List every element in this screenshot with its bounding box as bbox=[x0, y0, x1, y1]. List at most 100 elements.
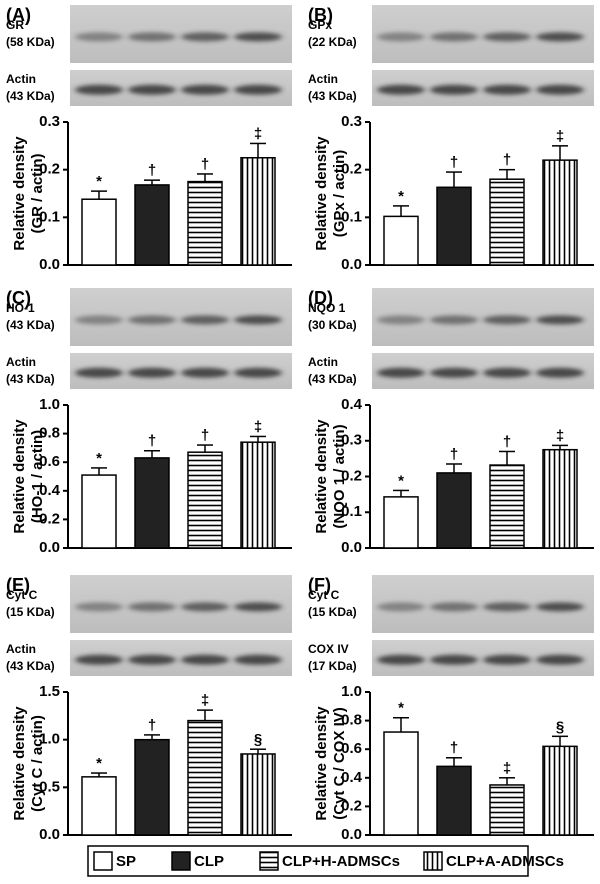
blot-size: (17 KDa) bbox=[308, 659, 357, 673]
blot-band bbox=[483, 602, 531, 612]
blot-band bbox=[536, 84, 584, 95]
blot-band bbox=[377, 654, 425, 665]
significance-mark: † bbox=[503, 433, 511, 450]
significance-mark: * bbox=[96, 173, 102, 190]
legend-swatch bbox=[93, 851, 113, 871]
legend-swatch bbox=[171, 851, 191, 871]
significance-mark: † bbox=[148, 433, 156, 450]
blot-band bbox=[377, 602, 425, 612]
blot-band bbox=[75, 367, 123, 378]
blot-band bbox=[536, 654, 584, 665]
panel-label: (A) bbox=[6, 5, 31, 25]
panel-label: (F) bbox=[308, 575, 331, 595]
y-tick-label: 0.1 bbox=[341, 503, 362, 520]
blot-name: Actin bbox=[6, 642, 36, 656]
bar bbox=[489, 178, 525, 266]
bar bbox=[240, 157, 276, 266]
blot-name: COX IV bbox=[308, 642, 349, 656]
significance-mark: ‡ bbox=[201, 692, 209, 709]
bar bbox=[436, 765, 472, 836]
legend-label: CLP+A-ADMSCs bbox=[446, 853, 564, 870]
significance-mark: † bbox=[450, 740, 458, 757]
y-tick-label: 1.0 bbox=[39, 731, 60, 748]
significance-mark: * bbox=[398, 188, 404, 205]
legend-label: CLP bbox=[194, 853, 224, 870]
blot-band bbox=[128, 602, 176, 612]
legend-swatch bbox=[423, 851, 443, 871]
blot-band bbox=[430, 602, 478, 612]
blot-band bbox=[128, 315, 176, 325]
significance-mark: * bbox=[96, 755, 102, 772]
bar bbox=[187, 180, 223, 266]
y-axis-label: (Cyt C / COX IV) bbox=[331, 707, 348, 820]
panel: (D)NQO 1 (30 KDa) Actin (43 KDa) 0.0 0.1 0.2 0.… bbox=[308, 288, 594, 556]
significance-mark: * bbox=[96, 450, 102, 467]
blot-band bbox=[536, 32, 584, 42]
bar bbox=[240, 441, 276, 549]
y-tick-label: 0.0 bbox=[341, 826, 362, 843]
y-axis-label: Relative density bbox=[11, 706, 28, 821]
bar bbox=[383, 496, 419, 549]
blot-band bbox=[430, 315, 478, 325]
bar bbox=[134, 184, 170, 266]
significance-mark: ‡ bbox=[503, 760, 511, 777]
significance-mark: * bbox=[398, 700, 404, 717]
blot-band bbox=[234, 367, 282, 378]
y-tick-label: 0.1 bbox=[39, 208, 60, 225]
bar bbox=[81, 474, 117, 549]
blot-band bbox=[536, 315, 584, 325]
y-tick-label: 0.1 bbox=[341, 208, 362, 225]
y-tick-label: 0.3 bbox=[39, 113, 60, 130]
y-tick-label: 0.4 bbox=[341, 396, 363, 413]
bar bbox=[542, 448, 578, 549]
blot-band bbox=[536, 367, 584, 378]
blot-name: Cyt C bbox=[6, 588, 38, 602]
blot-band bbox=[128, 654, 176, 665]
y-tick-label: 0.6 bbox=[341, 740, 362, 757]
blot-band bbox=[536, 602, 584, 612]
y-tick-label: 1.5 bbox=[39, 683, 60, 700]
significance-mark: § bbox=[556, 718, 564, 735]
blot-band bbox=[483, 315, 531, 325]
blot-band bbox=[181, 367, 229, 378]
panel-label: (E) bbox=[6, 575, 30, 595]
blot-size: (30 KDa) bbox=[308, 318, 357, 332]
y-tick-label: 0.2 bbox=[341, 467, 362, 484]
y-tick-label: 0.4 bbox=[341, 769, 363, 786]
legend-label: CLP+H-ADMSCs bbox=[282, 853, 400, 870]
blot-band bbox=[181, 602, 229, 612]
blot-name: Actin bbox=[308, 355, 338, 369]
significance-mark: ‡ bbox=[556, 128, 564, 145]
blot-band bbox=[377, 367, 425, 378]
blot-size: (43 KDa) bbox=[308, 89, 357, 103]
blot-band bbox=[181, 654, 229, 665]
blot-name: HO-1 bbox=[6, 301, 35, 315]
panel-label: (C) bbox=[6, 288, 31, 308]
blot-band bbox=[75, 602, 123, 612]
y-tick-label: 0.3 bbox=[341, 432, 362, 449]
panel-label: (B) bbox=[308, 5, 333, 25]
y-tick-label: 0.2 bbox=[39, 510, 60, 527]
blot-band bbox=[430, 84, 478, 95]
significance-mark: † bbox=[450, 446, 458, 463]
blot-band bbox=[430, 367, 478, 378]
panel: (E)Cyt C (15 KDa) Actin (43 KDa) 0.0 0.5 1.0 1.… bbox=[6, 575, 292, 843]
significance-mark: † bbox=[201, 156, 209, 173]
blot-name: NQO 1 bbox=[308, 301, 346, 315]
bar bbox=[240, 753, 276, 836]
significance-mark: * bbox=[398, 472, 404, 489]
significance-mark: ‡ bbox=[254, 418, 262, 435]
blot-size: (15 KDa) bbox=[308, 605, 357, 619]
significance-mark: † bbox=[201, 427, 209, 444]
y-tick-label: 0.2 bbox=[341, 797, 362, 814]
blot-band bbox=[128, 84, 176, 95]
y-tick-label: 0.8 bbox=[39, 425, 60, 442]
blot-band bbox=[234, 654, 282, 665]
blot-size: (58 KDa) bbox=[6, 35, 55, 49]
blot-band bbox=[430, 32, 478, 42]
blot-band bbox=[75, 32, 123, 42]
y-axis-label: (GR / actin) bbox=[29, 153, 46, 233]
y-tick-label: 0.3 bbox=[341, 113, 362, 130]
y-tick-label: 0.6 bbox=[39, 453, 60, 470]
